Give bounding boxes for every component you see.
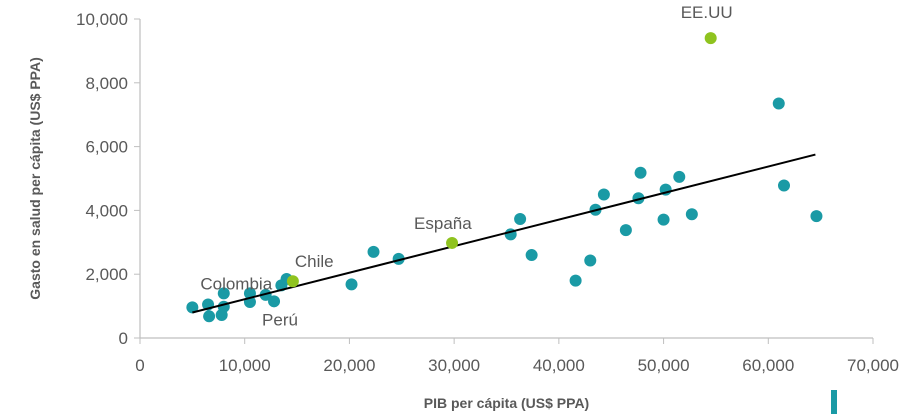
data-point bbox=[632, 192, 645, 205]
data-point bbox=[584, 254, 597, 267]
legend-marker bbox=[831, 390, 837, 414]
data-point bbox=[569, 274, 582, 287]
data-point bbox=[619, 224, 632, 237]
x-tick-label: 60,000 bbox=[742, 356, 794, 375]
x-axis-title: PIB per cápita (US$ PPA) bbox=[424, 395, 589, 411]
data-point bbox=[259, 288, 272, 301]
x-tick-label: 50,000 bbox=[638, 356, 690, 375]
data-point bbox=[514, 213, 527, 226]
highlighted-point bbox=[704, 32, 717, 45]
y-tick-label: 4,000 bbox=[85, 201, 128, 220]
highlighted-points bbox=[286, 32, 717, 288]
data-point bbox=[345, 278, 358, 291]
x-tick-label: 10,000 bbox=[219, 356, 271, 375]
data-point bbox=[673, 170, 686, 183]
data-point bbox=[810, 210, 823, 223]
point-label: España bbox=[414, 214, 472, 233]
y-tick-labels: 0 2,000 4,000 6,000 8,000 10,000 bbox=[76, 10, 128, 348]
point-label: Chile bbox=[295, 252, 334, 271]
data-point bbox=[186, 301, 199, 314]
y-axis-title: Gasto en salud per cápita (US$ PPA) bbox=[27, 57, 43, 299]
x-tick-label: 0 bbox=[135, 356, 144, 375]
data-point bbox=[597, 188, 610, 201]
data-point bbox=[203, 310, 216, 323]
x-tick-labels: 0 10,000 20,000 30,000 40,000 50,000 60,000 70,… bbox=[135, 356, 899, 375]
data-point bbox=[525, 249, 538, 262]
trend-line bbox=[192, 153, 816, 314]
data-point bbox=[268, 295, 281, 308]
x-tick-label: 70,000 bbox=[847, 356, 899, 375]
data-point bbox=[772, 97, 785, 110]
data-point bbox=[777, 179, 790, 192]
highlighted-point bbox=[446, 236, 459, 249]
highlighted-point bbox=[286, 275, 299, 288]
y-tick-label: 2,000 bbox=[85, 265, 128, 284]
point-label: Perú bbox=[262, 310, 298, 329]
data-point bbox=[657, 213, 670, 226]
x-tick-label: 20,000 bbox=[323, 356, 375, 375]
point-label: Colombia bbox=[200, 274, 272, 293]
y-tick-label: 0 bbox=[119, 329, 128, 348]
data-point bbox=[217, 287, 230, 300]
y-tick-label: 8,000 bbox=[85, 74, 128, 93]
point-labels: EE.UU España Chile Colombia Perú bbox=[200, 3, 732, 329]
data-point bbox=[367, 245, 380, 258]
x-tick-label: 40,000 bbox=[533, 356, 585, 375]
y-tick-label: 10,000 bbox=[76, 10, 128, 29]
axes bbox=[134, 18, 874, 344]
point-label: EE.UU bbox=[681, 3, 733, 22]
data-point bbox=[685, 208, 698, 221]
data-point bbox=[634, 166, 647, 179]
x-tick-label: 30,000 bbox=[428, 356, 480, 375]
y-tick-label: 6,000 bbox=[85, 138, 128, 157]
data-points bbox=[186, 97, 823, 323]
